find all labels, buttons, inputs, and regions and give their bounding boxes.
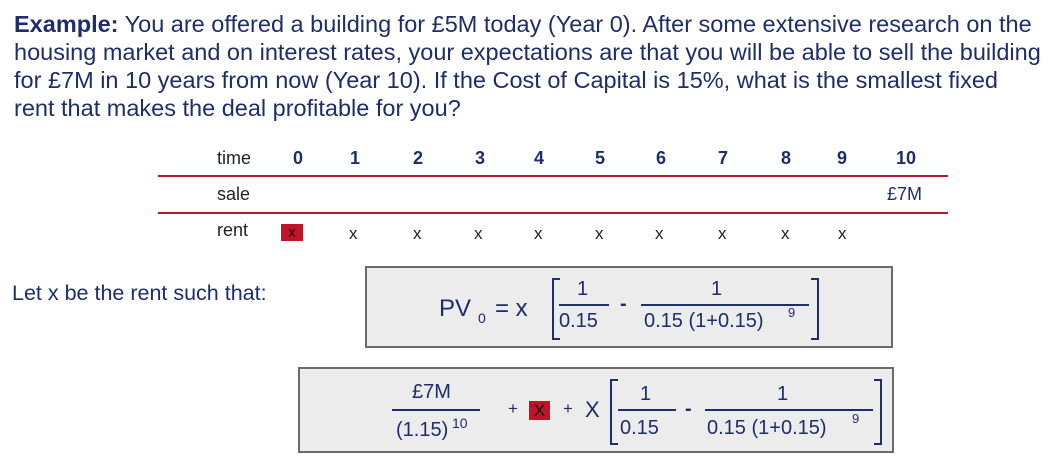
- fraction-bar: [559, 304, 609, 306]
- problem-text: You are offered a building for £5M today…: [14, 11, 1041, 121]
- left-bracket: [552, 278, 560, 340]
- fraction-bar: [641, 304, 809, 306]
- exponent: 10: [452, 415, 468, 431]
- npv-formula-box: £7M (1.15) 10 + X + X 1 0.15 - 1 0.15 (1…: [298, 367, 894, 453]
- year-0: 0: [293, 148, 304, 168]
- fraction-bar: [618, 409, 676, 411]
- left-bracket: [610, 379, 618, 445]
- minus-sign: -: [620, 293, 627, 315]
- rent-mark: x: [781, 224, 790, 243]
- equals-x: = x: [495, 295, 528, 322]
- let-x-text: Let x be the rent such that:: [12, 281, 267, 305]
- divider-line: [158, 212, 948, 214]
- fraction-bar: [705, 409, 873, 411]
- sale-value: £7M: [887, 184, 923, 204]
- rent-mark: x: [413, 224, 422, 243]
- divider-line: [158, 175, 948, 177]
- fraction1-denominator: 0.15: [559, 310, 598, 332]
- right-bracket: [811, 278, 819, 340]
- rent-mark: x: [595, 224, 604, 243]
- fraction2-numerator: 1: [711, 278, 723, 300]
- year-8: 8: [781, 148, 792, 168]
- x-variable: X: [585, 397, 600, 422]
- fraction2-denominator: 0.15 (1+0.15): [644, 310, 764, 332]
- year-9: 9: [837, 148, 848, 168]
- right-bracket: [874, 379, 882, 445]
- time-label: time: [217, 148, 252, 168]
- fraction2-denominator: 0.15 (1+0.15): [707, 417, 827, 439]
- rent-mark: x: [534, 224, 543, 243]
- rent-label: rent: [217, 220, 249, 240]
- boxed-x: X: [529, 401, 550, 420]
- pv-formula-box: PV 0 = x 1 0.15 - 1 0.15 (1+0.15) 9: [365, 266, 893, 348]
- year-5: 5: [595, 148, 606, 168]
- rent-mark: x: [838, 224, 847, 243]
- year-1: 1: [350, 148, 361, 168]
- fraction1-numerator: 1: [640, 383, 652, 405]
- pv-symbol: PV: [439, 295, 472, 322]
- fraction2-numerator: 1: [777, 383, 789, 405]
- fraction-bar: [392, 409, 480, 411]
- rent-mark: x: [655, 224, 664, 243]
- plus-sign: +: [508, 399, 518, 418]
- year-3: 3: [475, 148, 486, 168]
- pv-subscript: 0: [478, 310, 486, 326]
- rent-year-0-box: x: [281, 224, 303, 241]
- example-label: Example:: [14, 11, 119, 37]
- rent-mark: x: [474, 224, 483, 243]
- year-4: 4: [534, 148, 545, 168]
- exponent: 9: [788, 305, 796, 320]
- year-2: 2: [413, 148, 424, 168]
- sale-label: sale: [217, 184, 251, 204]
- year-10: 10: [896, 148, 917, 168]
- fraction1-numerator: 1: [577, 278, 589, 300]
- fraction1-denominator: 0.15: [620, 417, 659, 439]
- year-6: 6: [656, 148, 667, 168]
- year-7: 7: [718, 148, 729, 168]
- problem-statement: Example: You are offered a building for …: [14, 10, 1044, 122]
- plus-sign: +: [563, 399, 573, 418]
- discount-denominator: (1.15): [396, 419, 449, 441]
- rent-mark: x: [718, 224, 727, 243]
- minus-sign: -: [685, 398, 692, 420]
- exponent: 9: [852, 411, 860, 426]
- rent-mark: x: [349, 224, 358, 243]
- sale-numerator: £7M: [412, 381, 451, 403]
